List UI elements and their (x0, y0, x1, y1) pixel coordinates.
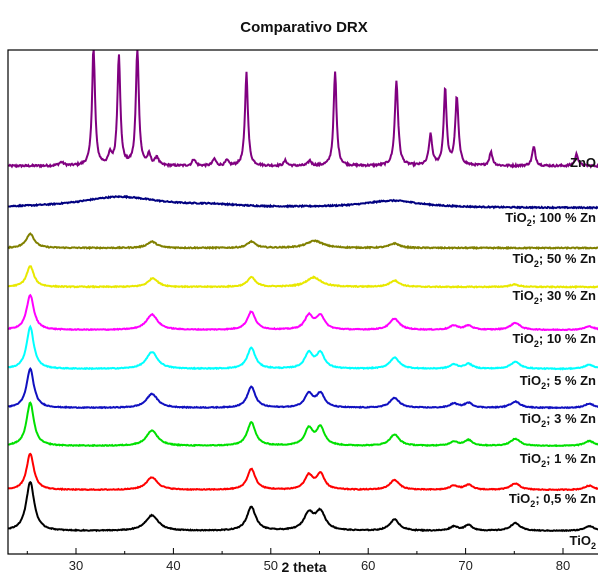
series-label-1: TiO2; 100 % Zn (505, 210, 596, 228)
series-label-8: TiO2; 0,5 % Zn (509, 491, 596, 509)
x-tick-label-5: 80 (556, 558, 570, 573)
plot-curves (7, 49, 598, 533)
series-line-3 (8, 265, 598, 290)
series-label-6: TiO2; 3 % Zn (520, 411, 596, 429)
series-label-0: ZnO (570, 155, 596, 170)
series-line-2 (7, 232, 598, 251)
series-label-7: TiO2; 1 % Zn (520, 451, 596, 469)
x-tick-label-4: 70 (458, 558, 472, 573)
series-label-4: TiO2; 10 % Zn (512, 331, 596, 349)
x-tick-label-1: 40 (166, 558, 180, 573)
series-line-4 (8, 293, 598, 332)
series-line-1 (8, 194, 598, 210)
series-line-0 (7, 49, 598, 169)
x-axis-ticks: 30 40 50 60 70 80 (26, 548, 570, 573)
chart-title: Comparativo DRX (240, 19, 368, 36)
series-label-9: TiO2 (570, 533, 596, 551)
series-label-2: TiO2; 50 % Zn (512, 251, 596, 269)
series-line-5 (8, 324, 598, 371)
series-line-9 (8, 480, 598, 533)
x-tick-label-2: 50 (264, 558, 278, 573)
x-axis-label: 2 theta (281, 559, 326, 574)
series-labels: ZnO TiO2; 100 % Zn TiO2; 50 % Zn TiO2; 30 %… (505, 155, 596, 551)
series-label-3: TiO2; 30 % Zn (512, 288, 596, 306)
series-label-5: TiO2; 5 % Zn (520, 373, 596, 391)
series-line-6 (8, 367, 598, 410)
series-line-8 (8, 452, 598, 492)
x-tick-label-3: 60 (361, 558, 375, 573)
plot-frame (7, 49, 598, 555)
x-tick-label-0: 30 (69, 558, 83, 573)
series-line-7 (7, 401, 598, 448)
